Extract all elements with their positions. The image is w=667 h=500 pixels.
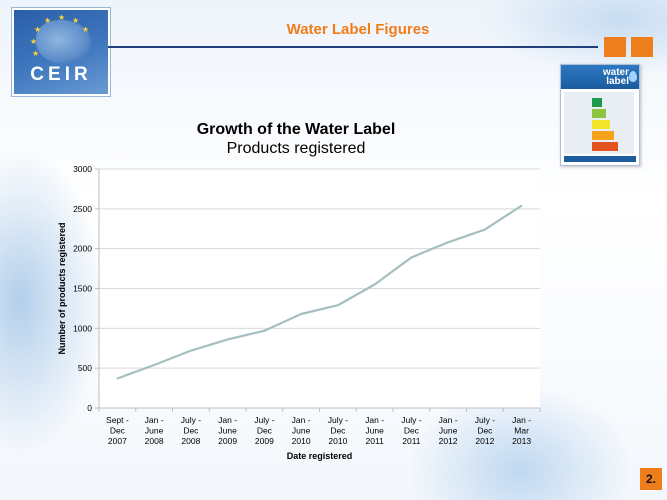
x-tick-label: Jan -June 2008 xyxy=(145,415,164,446)
rating-bar-icon xyxy=(592,98,602,107)
rating-bar-icon xyxy=(592,109,606,118)
logo-text: CEIR xyxy=(30,64,92,85)
page-title: Water Label Figures xyxy=(286,21,430,38)
x-tick-label: July -Dec 2011 xyxy=(401,415,421,446)
data-point xyxy=(190,349,192,352)
svg-text:★: ★ xyxy=(30,37,37,46)
data-point xyxy=(263,329,266,332)
svg-text:★: ★ xyxy=(34,25,41,34)
x-tick-label: Jan -June 2010 xyxy=(292,415,311,446)
water-label-heading-2: label xyxy=(606,76,629,87)
ceir-logo: ★ ★ ★ ★ ★ ★ ★ CEIR xyxy=(12,8,110,96)
data-point xyxy=(300,313,302,315)
data-point xyxy=(447,241,449,244)
data-point xyxy=(410,256,413,259)
y-tick-label: 1000 xyxy=(73,323,92,333)
svg-text:★: ★ xyxy=(44,16,51,25)
slide-number: 2. xyxy=(640,468,662,490)
svg-text:★: ★ xyxy=(32,49,39,58)
header-rule xyxy=(108,46,598,48)
chart-title: Growth of the Water Label xyxy=(196,121,396,138)
x-tick-label: July -Dec 2008 xyxy=(181,415,201,446)
x-tick-label: Jan -Mar 2013 xyxy=(512,415,531,446)
svg-text:★: ★ xyxy=(82,25,89,34)
x-tick-label: Jan -June 2009 xyxy=(218,415,237,446)
y-tick-label: 0 xyxy=(87,403,92,413)
x-tick-label: July -Dec 2012 xyxy=(475,415,495,446)
series-line xyxy=(116,204,523,380)
data-point xyxy=(153,364,155,366)
data-point xyxy=(520,204,523,207)
x-tick-label: July -Dec 2010 xyxy=(328,415,348,446)
accent-square xyxy=(604,37,626,57)
rating-bar-icon xyxy=(592,120,610,129)
rating-bar-icon xyxy=(592,142,618,151)
svg-text:★: ★ xyxy=(58,13,65,22)
eu-stars-icon: ★ ★★ ★★★ ★ xyxy=(30,13,89,58)
x-tick-label: July -Dec 2009 xyxy=(254,415,274,446)
y-tick-label: 2000 xyxy=(73,244,92,254)
y-axis-title: Number of products registered xyxy=(57,222,67,354)
data-point xyxy=(226,338,229,341)
data-point xyxy=(373,283,376,286)
y-tick-label: 2500 xyxy=(73,204,92,214)
water-drop-icon xyxy=(629,71,637,82)
data-point xyxy=(116,377,119,380)
data-point xyxy=(484,228,486,231)
europe-map-icon xyxy=(36,20,92,64)
y-tick-label: 3000 xyxy=(73,164,92,174)
water-label-badge: water label xyxy=(560,64,640,166)
x-tick-label: Jan -June 2012 xyxy=(439,415,458,446)
water-label-heading-1: water xyxy=(602,67,629,78)
data-point xyxy=(337,304,339,307)
x-axis-title: Date registered xyxy=(287,451,353,461)
x-tick-label: Jan -June 2011 xyxy=(365,415,384,446)
water-label-footer xyxy=(564,156,636,162)
x-tick-label: Sept -Dec 2007 xyxy=(106,415,129,446)
rating-bar-icon xyxy=(592,131,614,140)
y-tick-label: 500 xyxy=(78,363,92,373)
y-tick-label: 1500 xyxy=(73,284,92,294)
chart-subtitle: Products registered xyxy=(226,140,366,157)
svg-text:★: ★ xyxy=(72,16,79,25)
water-label-scale xyxy=(564,92,634,154)
water-label-header: water label xyxy=(561,65,639,89)
accent-square xyxy=(631,37,653,57)
